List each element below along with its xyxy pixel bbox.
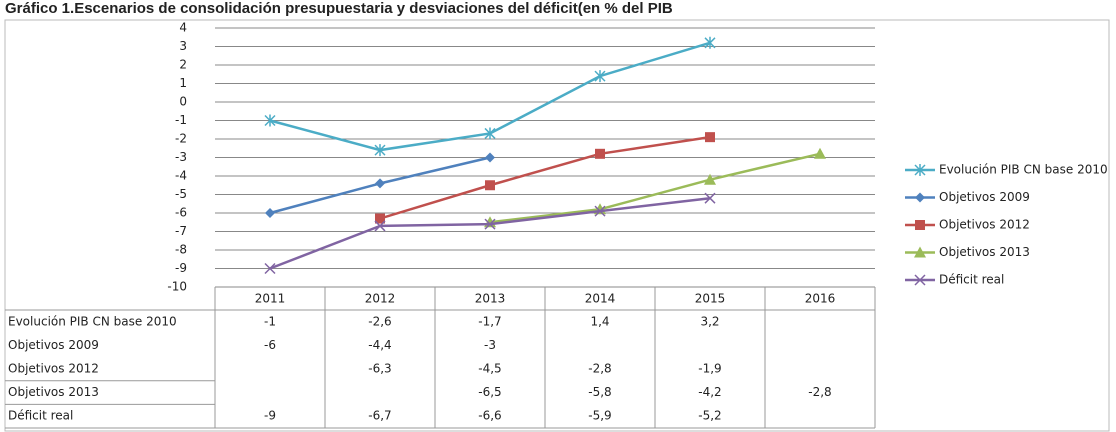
y-tick-label: -9 — [175, 261, 187, 275]
marker — [705, 132, 715, 143]
y-tick-label: -3 — [175, 150, 187, 164]
legend-label: Evolución PIB CN base 2010 — [939, 163, 1108, 177]
series-line — [379, 135, 711, 220]
table-row-label: Objetivos 2012 — [8, 362, 99, 376]
x-tick-label: 2015 — [695, 292, 726, 306]
marker — [595, 148, 605, 159]
table-cell: -6,5 — [478, 385, 501, 399]
table-row-label: Objetivos 2013 — [8, 385, 99, 399]
table-cell: -6,6 — [478, 409, 501, 423]
y-tick-label: -5 — [175, 187, 187, 201]
y-tick-label: -1 — [175, 113, 187, 127]
marker — [914, 246, 926, 258]
legend-label: Objetivos 2012 — [939, 218, 1030, 232]
marker — [375, 213, 385, 224]
x-tick-label: 2012 — [365, 292, 396, 306]
table-cell: -1,9 — [698, 362, 721, 376]
marker — [915, 192, 925, 203]
table-cell: -5,2 — [698, 409, 721, 423]
marker — [914, 164, 926, 176]
y-tick-label: -10 — [167, 280, 187, 294]
table-row-label: Evolución PIB CN base 2010 — [8, 314, 177, 328]
series-line — [269, 196, 711, 270]
marker — [375, 178, 385, 189]
chart-title: Gráfico 1.Escenarios de consolidación pr… — [5, 0, 673, 17]
y-tick-label: 3 — [179, 39, 187, 53]
x-tick-label: 2013 — [475, 292, 506, 306]
table-row-label: Objetivos 2009 — [8, 338, 99, 352]
table-cell: -6,7 — [368, 409, 391, 423]
y-tick-label: -8 — [175, 243, 187, 257]
table-cell: -2,8 — [808, 385, 831, 399]
table-cell: -5,8 — [588, 385, 611, 399]
marker — [814, 147, 826, 159]
marker — [485, 180, 495, 191]
table-cell: -6 — [264, 338, 276, 352]
marker — [374, 144, 386, 157]
legend-label: Déficit real — [939, 273, 1004, 287]
marker — [264, 114, 276, 127]
marker — [484, 127, 496, 140]
y-tick-label: 2 — [179, 58, 187, 72]
x-tick-label: 2014 — [585, 292, 616, 306]
marker — [484, 218, 496, 230]
marker — [374, 220, 386, 232]
table-cell: -1,7 — [478, 314, 501, 328]
x-tick-label: 2011 — [255, 292, 286, 306]
table-cell: -4,4 — [368, 338, 391, 352]
marker — [264, 262, 276, 275]
marker — [594, 205, 606, 217]
table-cell: -6,3 — [368, 362, 391, 376]
x-tick-label: 2016 — [805, 292, 836, 306]
marker — [914, 274, 926, 286]
table-cell: 1,4 — [590, 314, 609, 328]
table-cell: -4,5 — [478, 362, 501, 376]
marker — [704, 173, 716, 185]
y-tick-label: -7 — [175, 224, 187, 238]
table-row-label: Déficit real — [8, 409, 73, 423]
y-tick-label: -2 — [175, 132, 187, 146]
marker — [485, 152, 495, 163]
table-cell: 3,2 — [700, 314, 719, 328]
legend-label: Objetivos 2013 — [939, 245, 1030, 259]
series-line — [489, 152, 821, 224]
y-tick-label: 4 — [179, 21, 187, 35]
marker — [594, 70, 606, 83]
marker — [265, 208, 275, 218]
y-tick-label: 1 — [179, 76, 187, 90]
table-cell: -5,9 — [588, 409, 611, 423]
chart-frame — [4, 19, 1110, 432]
table-cell: -1 — [264, 314, 276, 328]
table-cell: -2,8 — [588, 362, 611, 376]
table-cell: -3 — [484, 338, 496, 352]
marker — [915, 220, 925, 230]
y-tick-label: -4 — [175, 169, 187, 183]
marker — [704, 192, 716, 204]
y-tick-label: -6 — [175, 206, 187, 220]
table-cell: -9 — [264, 409, 276, 423]
marker — [704, 36, 716, 49]
legend-label: Objetivos 2009 — [939, 190, 1030, 204]
y-tick-label: 0 — [179, 95, 187, 109]
table-cell: -2,6 — [368, 314, 391, 328]
table-cell: -4,2 — [698, 385, 721, 399]
